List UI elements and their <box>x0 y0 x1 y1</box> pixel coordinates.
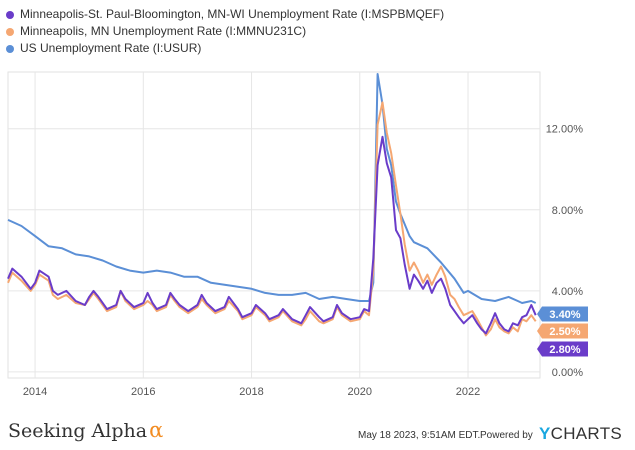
series-line-2 <box>7 135 537 335</box>
x-tick-label: 2016 <box>131 386 155 398</box>
x-tick-label: 2022 <box>456 386 480 398</box>
ycharts-logo: YCHARTS <box>539 424 622 444</box>
ycharts-y-icon: Y <box>539 424 551 443</box>
brand-name: Seeking Alpha <box>8 420 148 442</box>
series-line-0 <box>7 73 537 304</box>
x-tick-label: 2018 <box>239 386 263 398</box>
end-value-tag-2: 2.80% <box>537 341 588 357</box>
y-tick-label: 8.00% <box>552 205 583 217</box>
timestamp: May 18 2023, 9:51AM EDT. <box>358 430 481 441</box>
end-value-tag-bg <box>537 323 588 339</box>
y-tick-label: 0.00% <box>552 367 583 379</box>
legend-label-us: US Unemployment Rate (I:USUR) <box>20 41 202 55</box>
x-tick-label: 2020 <box>348 386 372 398</box>
end-value-label: 3.40% <box>549 309 580 321</box>
legend-swatch-us <box>6 44 14 53</box>
end-value-tag-bg <box>537 341 588 357</box>
legend-label-minneapolis: Minneapolis, MN Unemployment Rate (I:MMN… <box>20 24 307 38</box>
legend-item-msp[interactable]: Minneapolis-St. Paul-Bloomington, MN-WI … <box>6 6 444 23</box>
alpha-icon: α <box>149 418 164 442</box>
line-chart: 0.00% 4.00% 8.00% 12.00% 2014 2016 2018 2020 202… <box>7 71 588 398</box>
x-tick-label: 2014 <box>23 386 47 398</box>
chart-legend: Minneapolis-St. Paul-Bloomington, MN-WI … <box>6 6 444 57</box>
legend-swatch-minneapolis <box>6 27 14 36</box>
end-value-label: 2.80% <box>549 344 580 356</box>
end-value-label: 2.50% <box>549 326 580 338</box>
end-value-tag-1: 2.50% <box>537 323 588 339</box>
powered-by-label: Powered by <box>480 430 533 441</box>
legend-item-minneapolis[interactable]: Minneapolis, MN Unemployment Rate (I:MMN… <box>6 23 444 40</box>
ycharts-wordmark: CHARTS <box>550 424 623 443</box>
series-line-1 <box>7 101 537 337</box>
y-tick-label: 12.00% <box>546 124 584 136</box>
end-value-tag-bg <box>537 306 588 322</box>
legend-label-msp: Minneapolis-St. Paul-Bloomington, MN-WI … <box>20 7 445 21</box>
seeking-alpha-logo: Seeking Alphaα <box>8 418 163 442</box>
footer: Seeking Alphaα May 18 2023, 9:51AM EDT. … <box>0 410 635 450</box>
legend-item-us[interactable]: US Unemployment Rate (I:USUR) <box>6 40 444 57</box>
end-value-tag-0: 3.40% <box>537 306 588 322</box>
legend-swatch-msp <box>6 10 14 19</box>
y-tick-label: 4.00% <box>552 286 583 298</box>
plot-frame <box>7 71 541 379</box>
